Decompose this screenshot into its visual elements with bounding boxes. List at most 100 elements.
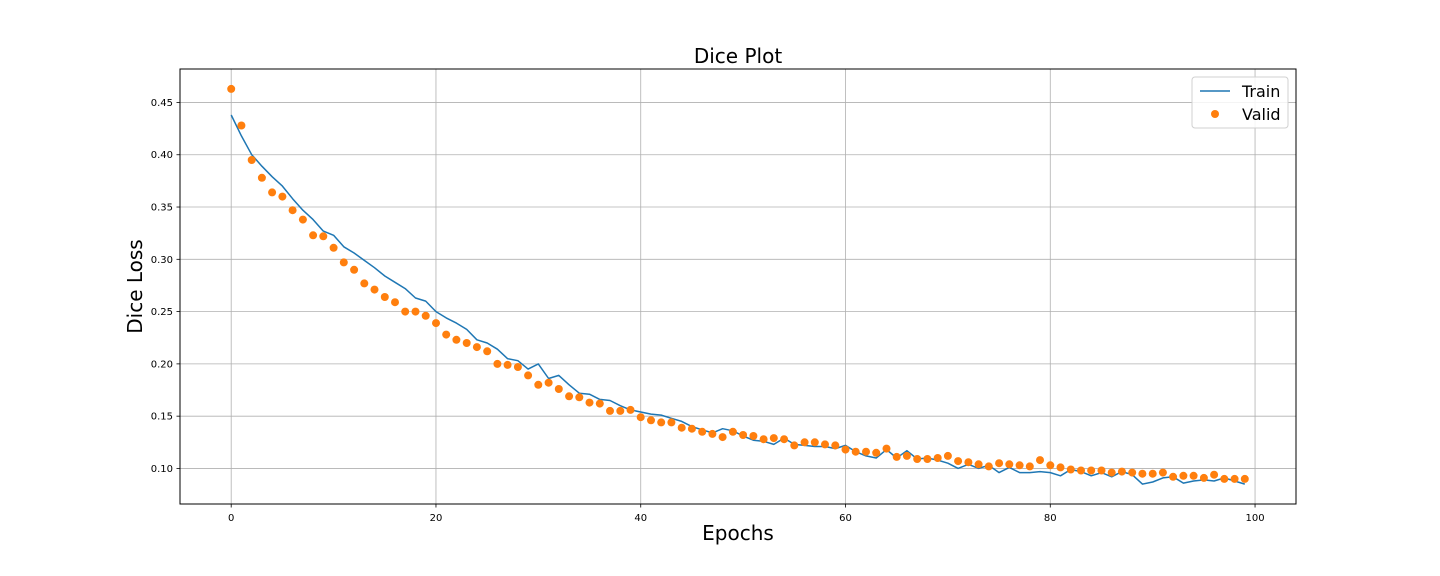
- valid-point: [1005, 460, 1014, 469]
- valid-point: [1240, 474, 1249, 483]
- plot-area-frame: [179, 68, 1297, 505]
- legend: Train Valid: [1191, 76, 1289, 129]
- valid-point: [309, 231, 318, 240]
- valid-point: [1066, 465, 1075, 474]
- valid-point: [851, 447, 860, 456]
- valid-point: [1148, 469, 1157, 478]
- valid-point: [1128, 468, 1137, 477]
- valid-point: [421, 311, 430, 320]
- valid-point: [278, 192, 287, 201]
- valid-point: [472, 343, 481, 352]
- valid-point: [739, 431, 748, 439]
- valid-point: [995, 459, 1004, 468]
- chart-title: Dice Plot: [694, 44, 782, 68]
- x-tick-label: 100: [1245, 513, 1264, 524]
- valid-point: [565, 392, 574, 401]
- valid-point: [401, 307, 410, 316]
- valid-point: [595, 399, 604, 408]
- series-layer: [227, 84, 1249, 485]
- valid-point: [1210, 470, 1219, 479]
- valid-point: [616, 406, 625, 415]
- valid-point: [350, 265, 359, 274]
- valid-point: [1046, 461, 1055, 470]
- valid-point: [1169, 472, 1178, 481]
- valid-point: [534, 380, 543, 389]
- valid-point: [442, 330, 451, 339]
- valid-point: [718, 433, 727, 442]
- valid-point: [821, 440, 829, 449]
- legend-valid-label: Valid: [1242, 105, 1281, 124]
- valid-point: [575, 393, 584, 402]
- y-tick-label: 0.35: [151, 203, 173, 214]
- valid-point: [298, 215, 307, 224]
- valid-point: [984, 462, 993, 471]
- x-tick-label: 0: [228, 513, 234, 524]
- valid-point: [524, 371, 533, 380]
- valid-point: [1077, 466, 1085, 475]
- valid-point: [370, 285, 379, 294]
- valid-point: [892, 452, 901, 461]
- x-tick-label: 60: [839, 513, 852, 524]
- valid-point: [933, 454, 942, 462]
- valid-point: [452, 335, 461, 344]
- valid-point: [227, 84, 236, 93]
- valid-point: [759, 435, 768, 444]
- valid-point: [319, 232, 328, 241]
- valid-point: [268, 188, 277, 197]
- valid-point: [1117, 467, 1126, 476]
- valid-point: [872, 448, 881, 457]
- legend-valid-swatch: [1211, 110, 1219, 118]
- legend-train-label: Train: [1241, 82, 1280, 101]
- valid-point: [749, 432, 758, 440]
- y-tick-label: 0.40: [151, 150, 173, 161]
- valid-point: [698, 427, 707, 436]
- valid-point: [544, 378, 553, 387]
- valid-point: [1107, 468, 1116, 477]
- y-tick-label: 0.30: [151, 255, 173, 266]
- y-tick-label: 0.15: [151, 412, 173, 423]
- y-tick-label: 0.20: [151, 359, 173, 370]
- y-axis-title: Dice Loss: [123, 239, 147, 333]
- valid-point: [923, 455, 932, 463]
- valid-point: [636, 413, 645, 422]
- valid-point: [780, 435, 789, 444]
- x-axis-title: Epochs: [702, 521, 774, 545]
- y-tick-label: 0.45: [151, 98, 173, 109]
- x-tick-label: 20: [430, 513, 443, 524]
- valid-point: [411, 307, 420, 316]
- valid-point: [1189, 471, 1198, 480]
- valid-point: [493, 359, 502, 368]
- valid-point: [769, 434, 778, 443]
- valid-point: [1056, 463, 1065, 472]
- valid-point: [257, 173, 266, 182]
- valid-point: [606, 406, 614, 415]
- valid-point: [831, 441, 840, 450]
- valid-point: [647, 416, 655, 425]
- valid-point: [954, 457, 963, 466]
- valid-point: [483, 347, 492, 356]
- valid-point: [554, 385, 563, 393]
- valid-point: [1087, 466, 1096, 475]
- valid-point: [913, 455, 922, 463]
- valid-point: [1015, 461, 1024, 470]
- y-tick-label: 0.25: [151, 307, 173, 318]
- valid-point: [288, 206, 297, 215]
- valid-point: [585, 398, 594, 407]
- valid-point: [1097, 466, 1106, 475]
- valid-point: [1158, 468, 1167, 477]
- valid-point: [841, 445, 850, 454]
- valid-point: [974, 460, 983, 469]
- valid-point: [687, 424, 696, 433]
- valid-point: [237, 121, 246, 130]
- valid-point: [667, 418, 676, 427]
- valid-point: [247, 156, 256, 164]
- valid-point: [391, 298, 399, 307]
- valid-point: [677, 423, 686, 432]
- valid-point: [728, 427, 737, 436]
- valid-point: [800, 438, 809, 447]
- valid-point: [339, 258, 348, 267]
- valid-point: [1025, 462, 1034, 471]
- valid-point: [943, 451, 952, 460]
- x-tick-label: 80: [1044, 513, 1057, 524]
